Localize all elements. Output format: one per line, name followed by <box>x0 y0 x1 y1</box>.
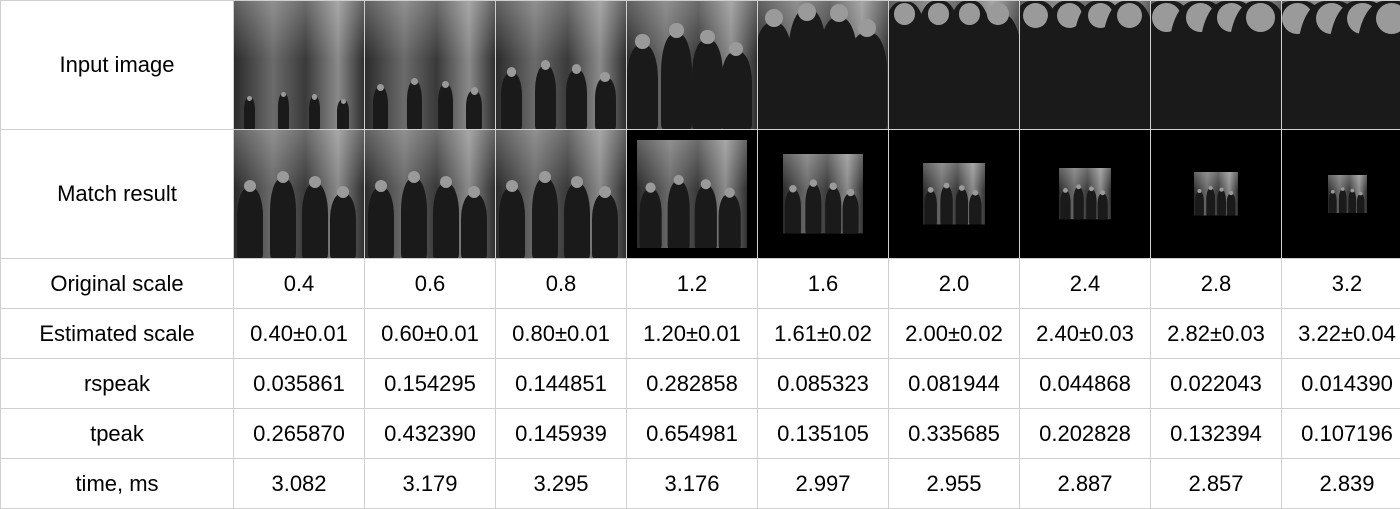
row-label-rspeak: rspeak <box>1 359 234 409</box>
time-row: time, ms 3.082 3.179 3.295 3.176 2.997 2… <box>1 459 1400 509</box>
original-scale-value: 0.4 <box>234 259 365 309</box>
input-image <box>365 1 495 129</box>
row-label-time: time, ms <box>1 459 234 509</box>
rspeak-value: 0.154295 <box>365 359 496 409</box>
match-result-row: Match result <box>1 130 1400 259</box>
estimated-scale-value: 2.40±0.03 <box>1020 309 1151 359</box>
input-image-cell <box>365 1 496 130</box>
estimated-scale-value: 0.60±0.01 <box>365 309 496 359</box>
estimated-scale-value: 0.80±0.01 <box>496 309 627 359</box>
input-image-cell <box>234 1 365 130</box>
match-result-image <box>1282 130 1400 258</box>
original-scale-value: 1.2 <box>627 259 758 309</box>
input-image <box>627 1 757 129</box>
match-result-image <box>496 130 626 258</box>
row-label-estimated-scale: Estimated scale <box>1 309 234 359</box>
input-image-cell <box>1151 1 1282 130</box>
original-scale-row: Original scale 0.4 0.6 0.8 1.2 1.6 2.0 2… <box>1 259 1400 309</box>
time-value: 3.179 <box>365 459 496 509</box>
time-value: 2.997 <box>758 459 889 509</box>
tpeak-value: 0.135105 <box>758 409 889 459</box>
time-value: 3.176 <box>627 459 758 509</box>
input-image-cell <box>758 1 889 130</box>
match-result-cell <box>1020 130 1151 259</box>
estimated-scale-value: 0.40±0.01 <box>234 309 365 359</box>
rspeak-value: 0.282858 <box>627 359 758 409</box>
input-image <box>234 1 364 129</box>
input-image <box>1151 1 1281 129</box>
input-image-cell <box>496 1 627 130</box>
match-result-cell <box>365 130 496 259</box>
rspeak-value: 0.144851 <box>496 359 627 409</box>
row-label-input-image: Input image <box>1 1 234 130</box>
match-result-image <box>889 130 1019 258</box>
tpeak-value: 0.335685 <box>889 409 1020 459</box>
time-value: 3.082 <box>234 459 365 509</box>
input-image-row: Input image <box>1 1 1400 130</box>
match-result-cell <box>496 130 627 259</box>
original-scale-value: 2.4 <box>1020 259 1151 309</box>
estimated-scale-value: 2.82±0.03 <box>1151 309 1282 359</box>
input-image-cell <box>1020 1 1151 130</box>
time-value: 2.955 <box>889 459 1020 509</box>
match-result-cell <box>234 130 365 259</box>
time-value: 2.887 <box>1020 459 1151 509</box>
time-value: 2.839 <box>1282 459 1400 509</box>
tpeak-value: 0.202828 <box>1020 409 1151 459</box>
match-result-image <box>1151 130 1281 258</box>
row-label-original-scale: Original scale <box>1 259 234 309</box>
tpeak-value: 0.265870 <box>234 409 365 459</box>
estimated-scale-value: 2.00±0.02 <box>889 309 1020 359</box>
rspeak-value: 0.022043 <box>1151 359 1282 409</box>
row-label-match-result: Match result <box>1 130 234 259</box>
match-result-image <box>1020 130 1150 258</box>
match-result-image <box>627 130 757 258</box>
estimated-scale-value: 1.61±0.02 <box>758 309 889 359</box>
input-image-cell <box>627 1 758 130</box>
input-image <box>1020 1 1150 129</box>
tpeak-value: 0.432390 <box>365 409 496 459</box>
original-scale-value: 1.6 <box>758 259 889 309</box>
rspeak-value: 0.014390 <box>1282 359 1400 409</box>
row-label-tpeak: tpeak <box>1 409 234 459</box>
rspeak-row: rspeak 0.035861 0.154295 0.144851 0.2828… <box>1 359 1400 409</box>
input-image <box>496 1 626 129</box>
match-result-cell <box>758 130 889 259</box>
match-result-image <box>758 130 888 258</box>
match-result-image <box>234 130 364 258</box>
time-value: 2.857 <box>1151 459 1282 509</box>
original-scale-value: 3.2 <box>1282 259 1400 309</box>
estimated-scale-row: Estimated scale 0.40±0.01 0.60±0.01 0.80… <box>1 309 1400 359</box>
estimated-scale-value: 3.22±0.04 <box>1282 309 1400 359</box>
tpeak-value: 0.132394 <box>1151 409 1282 459</box>
original-scale-value: 0.6 <box>365 259 496 309</box>
input-image-cell <box>1282 1 1400 130</box>
tpeak-value: 0.145939 <box>496 409 627 459</box>
tpeak-value: 0.107196 <box>1282 409 1400 459</box>
tpeak-row: tpeak 0.265870 0.432390 0.145939 0.65498… <box>1 409 1400 459</box>
match-result-cell <box>1282 130 1400 259</box>
original-scale-value: 2.0 <box>889 259 1020 309</box>
rspeak-value: 0.081944 <box>889 359 1020 409</box>
original-scale-value: 0.8 <box>496 259 627 309</box>
original-scale-value: 2.8 <box>1151 259 1282 309</box>
estimated-scale-value: 1.20±0.01 <box>627 309 758 359</box>
input-image <box>758 1 888 129</box>
rspeak-value: 0.044868 <box>1020 359 1151 409</box>
input-image-cell <box>889 1 1020 130</box>
time-value: 3.295 <box>496 459 627 509</box>
rspeak-value: 0.035861 <box>234 359 365 409</box>
input-image <box>1282 1 1400 129</box>
match-result-cell <box>889 130 1020 259</box>
match-result-cell <box>627 130 758 259</box>
tpeak-value: 0.654981 <box>627 409 758 459</box>
match-result-image <box>365 130 495 258</box>
match-result-cell <box>1151 130 1282 259</box>
input-image <box>889 1 1019 129</box>
rspeak-value: 0.085323 <box>758 359 889 409</box>
